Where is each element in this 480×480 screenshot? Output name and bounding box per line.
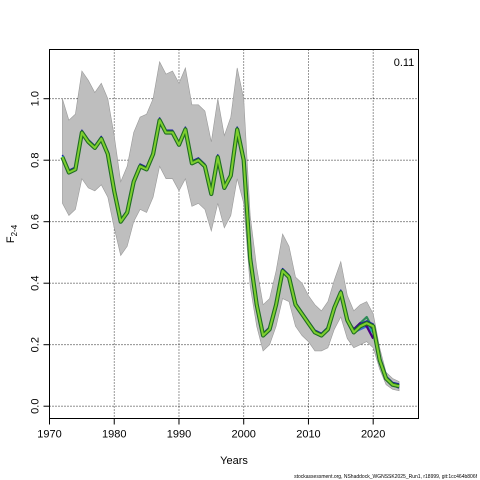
x-tick-label: 1990: [167, 429, 191, 441]
footer-caption: stockassessment.org, NShaddock_WGNSSK202…: [294, 474, 477, 480]
y-tick-label: 0.4: [30, 276, 42, 291]
y-tick-label: 0.8: [30, 153, 42, 168]
x-tick-label: 1980: [102, 429, 126, 441]
y-tick-label: 0.0: [30, 399, 42, 414]
confidence-band: [62, 60, 400, 392]
y-axis: 0.0 0.2 0.4 0.6 0.8 1.0: [30, 91, 50, 414]
plot-frame: [49, 49, 419, 419]
y-axis-title: F2-4: [5, 224, 19, 243]
main-series-line: [61, 119, 400, 388]
y-tick-label: 0.2: [30, 337, 42, 352]
y-axis-title-subscript: 2-4: [10, 224, 19, 236]
svg-text:F2-4: F2-4: [5, 224, 19, 243]
x-tick-label: 2020: [361, 429, 385, 441]
main-series-layer: [60, 117, 400, 389]
x-axis: 1970 1980 1990 2000 2010 2020: [37, 418, 385, 441]
x-tick-label: 2010: [296, 429, 320, 441]
x-tick-label: 2000: [231, 429, 255, 441]
y-tick-label: 0.6: [30, 214, 42, 229]
confidence-band-layer: [62, 60, 400, 392]
y-axis-title-main: F: [5, 236, 17, 243]
y-tick-label: 1.0: [30, 91, 42, 106]
corner-annotation: 0.11: [394, 57, 415, 69]
x-axis-title: Years: [220, 455, 248, 467]
x-tick-label: 1970: [37, 429, 61, 441]
